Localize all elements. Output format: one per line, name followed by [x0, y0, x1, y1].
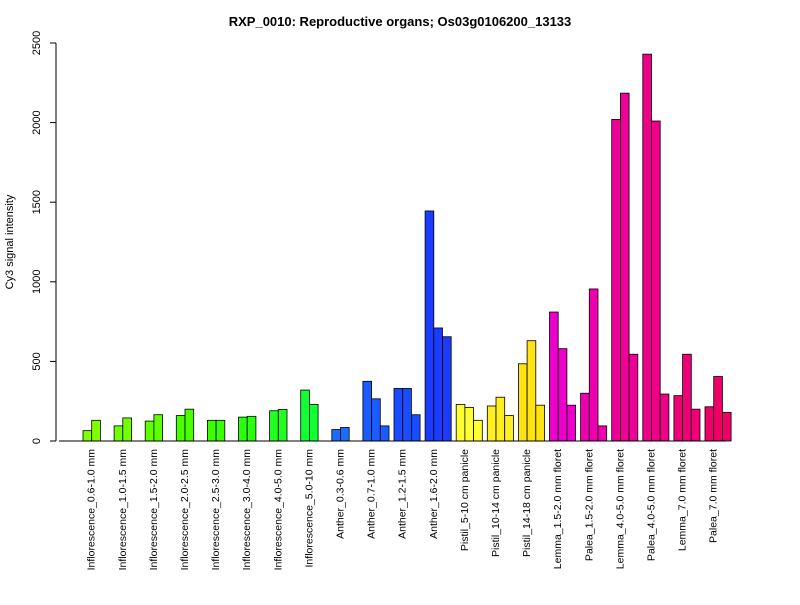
bar — [144, 420, 155, 442]
bar — [300, 389, 310, 442]
bar — [153, 414, 163, 442]
bar — [206, 419, 217, 442]
y-tick-label: 2000 — [31, 110, 43, 134]
bar — [673, 395, 684, 442]
bar — [184, 408, 195, 442]
x-tick-label: Lemma_4.0-5.0 mm floret — [614, 449, 626, 569]
bar — [566, 404, 577, 442]
bar — [535, 404, 545, 442]
bar — [175, 415, 186, 442]
bar — [455, 403, 466, 442]
bar — [379, 425, 390, 442]
bar — [393, 388, 404, 442]
bar — [620, 92, 630, 442]
x-tick-label: Pistil_10-14 cm panicle — [490, 449, 502, 557]
y-tick-label: 1000 — [31, 270, 43, 294]
bar — [371, 398, 381, 442]
x-tick-label: Inflorescence_2.5-3.0 mm — [210, 449, 222, 571]
x-tick-label: Inflorescence_4.0-5.0 mm — [272, 449, 284, 571]
bar — [588, 288, 599, 442]
x-tick-label: Anther_0.7-1.0 mm — [366, 449, 378, 539]
bar — [277, 409, 288, 442]
bar — [308, 403, 319, 442]
bar — [659, 393, 670, 442]
bar — [269, 410, 279, 442]
bar — [122, 417, 132, 442]
bar — [113, 425, 124, 442]
bar — [557, 348, 568, 442]
bar — [424, 210, 435, 442]
bar — [504, 415, 514, 442]
x-tick-label: Palea_4.0-5.0 mm floret — [646, 449, 658, 561]
bar — [82, 430, 93, 442]
bar — [473, 419, 483, 442]
y-axis: 0 500 1000 1500 2000 2500 — [31, 31, 57, 444]
x-tick-label: Inflorescence_5.0-10 mm — [303, 449, 315, 568]
x-tick-label: Inflorescence_1.0-1.5 mm — [117, 449, 129, 571]
bar — [246, 415, 257, 442]
bar — [340, 427, 350, 442]
bar — [486, 405, 497, 442]
bar — [611, 119, 621, 442]
bar — [464, 407, 474, 442]
x-tick-label: Lemma_7.0 mm floret — [677, 449, 689, 551]
x-tick-label: Inflorescence_1.5-2.0 mm — [148, 449, 160, 571]
bar — [526, 340, 537, 442]
y-tick-label: 1500 — [31, 190, 43, 214]
bar — [628, 353, 639, 442]
bar — [331, 429, 341, 442]
bar — [704, 406, 715, 442]
y-tick-label: 2500 — [31, 31, 43, 55]
x-tick-label: Anther_0.3-0.6 mm — [335, 449, 347, 539]
bar — [682, 353, 692, 442]
x-tick-label: Palea_7.0 mm floret — [708, 449, 720, 543]
x-tick-label: Pistil_14-18 cm panicle — [521, 449, 533, 557]
y-tick-label: 0 — [31, 438, 43, 444]
bar — [722, 411, 732, 442]
bar — [442, 336, 452, 442]
x-tick-label: Lemma_1.5-2.0 mm floret — [552, 449, 564, 569]
bar — [713, 376, 723, 442]
x-tick-label: Anther_1.6-2.0 mm — [428, 449, 440, 539]
chart-title: RXP_0010: Reproductive organs; Os03g0106… — [229, 14, 572, 29]
bar — [549, 311, 559, 442]
bars-layer — [82, 53, 732, 442]
bar — [91, 419, 101, 442]
bar — [580, 392, 590, 442]
x-tick-label: Palea_1.5-2.0 mm floret — [583, 449, 595, 561]
x-tick-label: Inflorescence_0.6-1.0 mm — [86, 449, 98, 571]
x-tick-label: Anther_1.2-1.5 mm — [397, 449, 409, 539]
y-axis-label: Cy3 signal intensity — [4, 194, 16, 289]
x-tick-label: Inflorescence_2.0-2.5 mm — [179, 449, 191, 571]
bar — [651, 120, 661, 442]
bar — [690, 408, 701, 442]
bar — [402, 388, 412, 442]
bar — [495, 396, 506, 442]
bar — [215, 419, 226, 442]
x-tick-label: Inflorescence_3.0-4.0 mm — [241, 449, 253, 571]
bar — [362, 380, 372, 442]
x-tick-label: Pistil_5-10 cm panicle — [459, 449, 471, 551]
bar — [642, 53, 652, 442]
bar — [433, 327, 443, 442]
bar — [410, 414, 421, 442]
y-tick-label: 500 — [31, 352, 43, 370]
bar — [518, 363, 528, 442]
bar — [597, 425, 608, 442]
bar — [238, 416, 248, 442]
x-tick-labels: Inflorescence_0.6-1.0 mm Inflorescence_1.… — [86, 449, 720, 571]
